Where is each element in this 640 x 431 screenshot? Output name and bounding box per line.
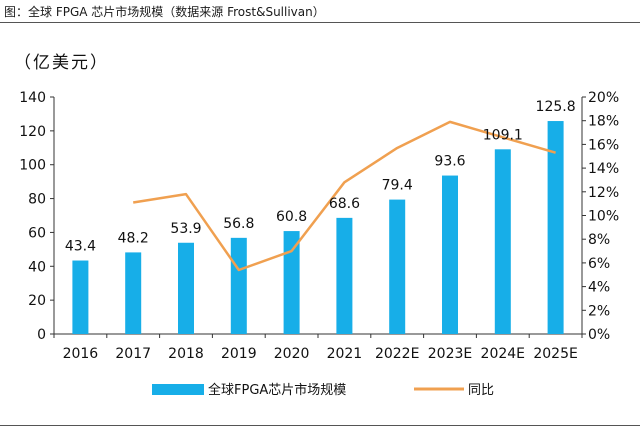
bar [442, 175, 458, 334]
bar-value-label: 93.6 [434, 154, 465, 170]
x-tick-label: 2019 [221, 346, 257, 362]
axes: 0 20 40 60 80 100 120 140 0% 2% 4% 6% 8% 10% 12% 14% 16%… [19, 90, 619, 362]
bar [283, 231, 300, 334]
legend: 全球FPGA芯片市场规模 同比 [152, 382, 494, 398]
legend-line-label: 同比 [468, 383, 494, 398]
bar [494, 149, 511, 334]
figure-title: 图：全球 FPGA 芯片市场规模（数据来源 Frost&Sullivan） [4, 5, 325, 19]
top-divider [0, 22, 640, 23]
bar-value-label: 53.9 [170, 221, 201, 237]
y2-tick-label: 12% [588, 185, 619, 201]
x-tick-label: 2020 [274, 346, 310, 362]
y2-tick-label: 10% [588, 209, 619, 225]
y-tick-label: 140 [19, 90, 46, 106]
bar-value-label: 79.4 [382, 178, 413, 194]
y-tick-label: 120 [19, 124, 46, 140]
y2-tick-label: 2% [588, 303, 610, 319]
bar-value-label: 43.4 [65, 239, 96, 255]
bar-value-label: 68.6 [329, 196, 360, 212]
x-tick-label: 2018 [168, 346, 204, 362]
growth-line [133, 120, 556, 272]
y2-tick-label: 6% [588, 256, 610, 272]
bar [547, 121, 564, 334]
y2-tick-label: 4% [588, 280, 610, 296]
bar [72, 260, 89, 334]
x-tick-label: 2016 [63, 346, 99, 362]
bar-value-label: 56.8 [223, 216, 254, 232]
x-tick-label: 2022E [375, 346, 419, 362]
y-tick-label: 0 [37, 327, 46, 343]
y2-tick-label: 0% [588, 327, 610, 343]
y2-tick-label: 16% [588, 137, 619, 153]
legend-bar-swatch [152, 384, 204, 395]
y-tick-label: 60 [28, 225, 46, 241]
y2-tick-label: 18% [588, 114, 619, 130]
y-tick-label: 40 [28, 259, 46, 275]
y2-tick-label: 8% [588, 232, 610, 248]
bar-value-label: 125.8 [536, 99, 576, 115]
y2-tick-label: 20% [588, 90, 619, 106]
bar [389, 199, 406, 334]
y-axis-unit-label: （亿美元） [14, 53, 109, 73]
bar-value-label: 60.8 [276, 209, 307, 225]
x-tick-label: 2017 [115, 346, 151, 362]
bar-series [72, 121, 564, 334]
bottom-divider [0, 425, 640, 426]
bar [336, 217, 353, 334]
x-tick-label: 2023E [428, 346, 472, 362]
x-tick-label: 2024E [481, 346, 525, 362]
bar-value-label: 48.2 [118, 230, 149, 246]
bar [178, 242, 194, 334]
bar-value-label: 109.1 [483, 127, 523, 143]
data-labels: 43.4 48.2 53.9 56.8 60.8 68.6 79.4 93.6 109.1 125… [65, 99, 576, 254]
legend-bar-label: 全球FPGA芯片市场规模 [208, 382, 346, 398]
y-tick-label: 20 [28, 293, 46, 309]
line-series [133, 120, 556, 272]
bar [230, 237, 247, 334]
x-tick-label: 2025E [533, 346, 577, 362]
y2-tick-label: 14% [588, 161, 619, 177]
bar [125, 252, 142, 334]
x-tick-label: 2021 [327, 346, 363, 362]
y-tick-label: 100 [19, 158, 46, 174]
y-tick-label: 80 [28, 192, 46, 208]
